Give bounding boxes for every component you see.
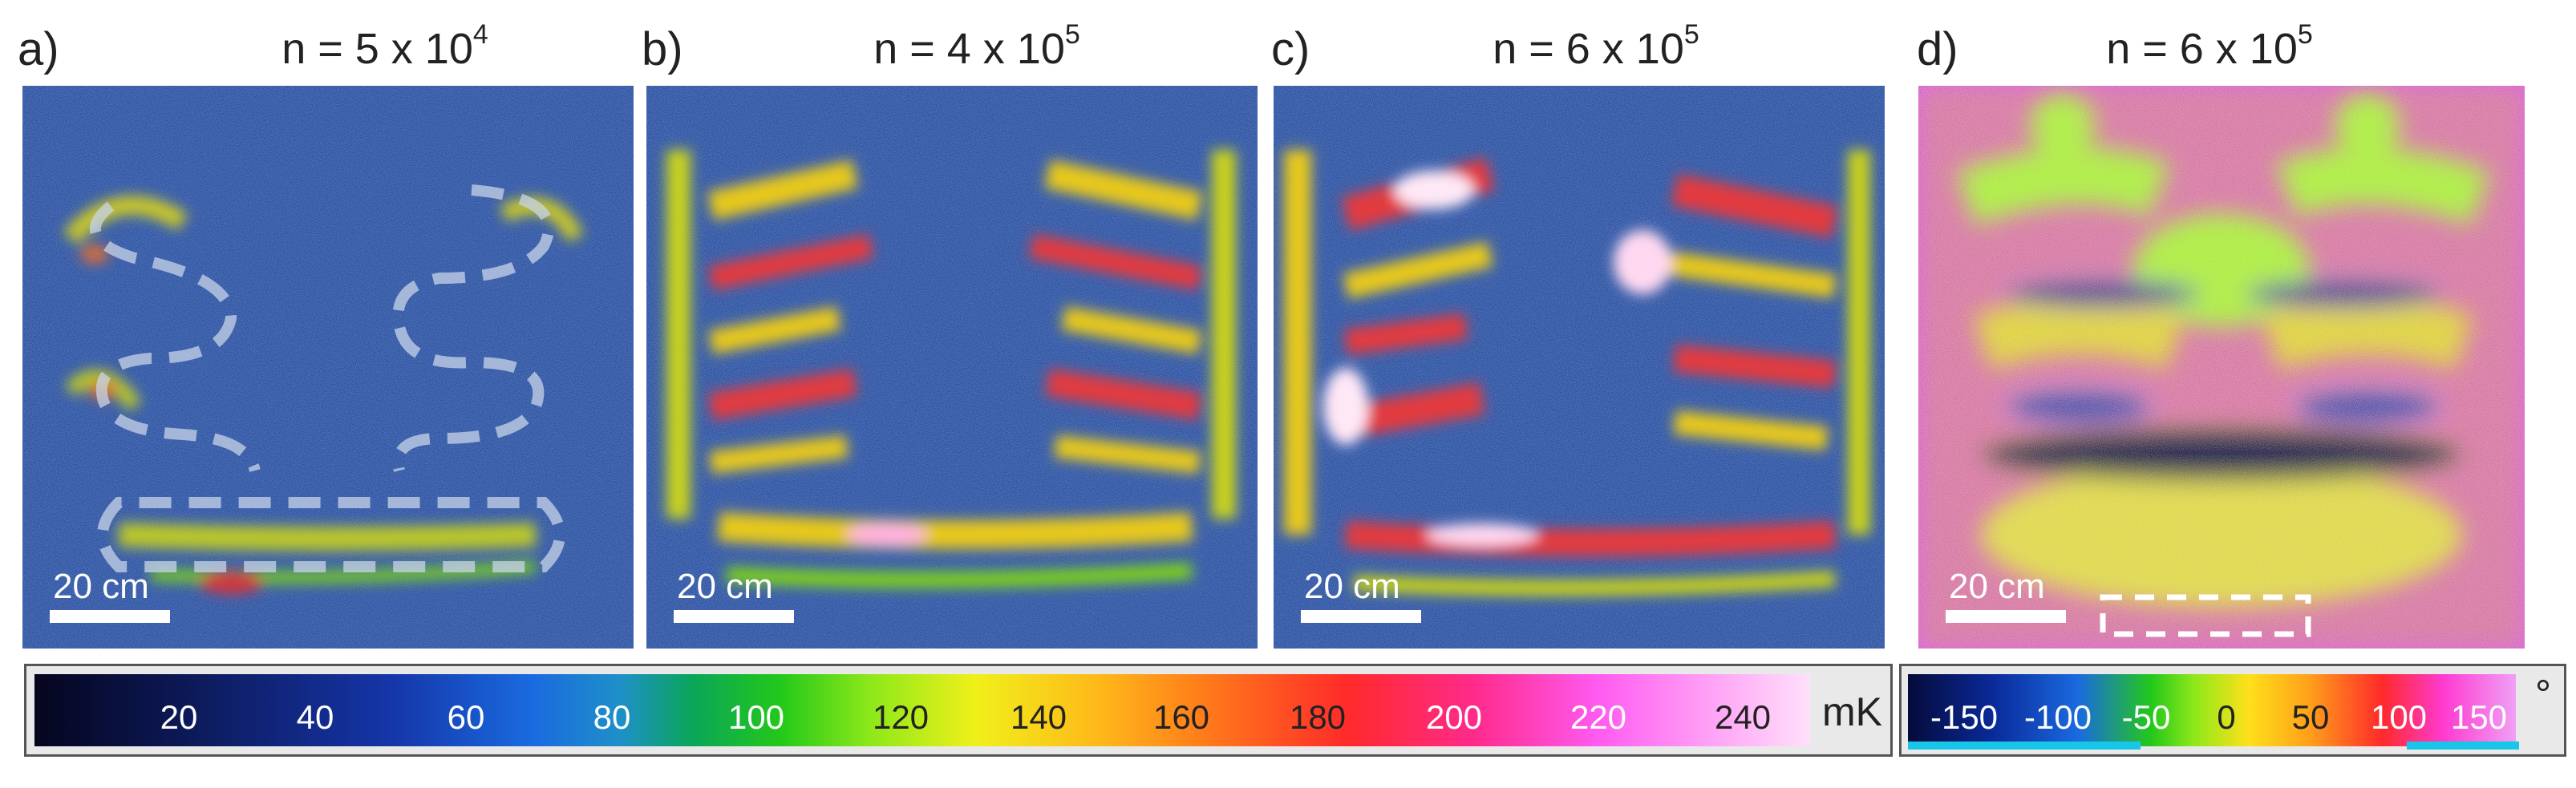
phase-gradient [1908, 674, 2516, 746]
temp-tick-8: 180 [1289, 698, 1347, 736]
phase-colorbar: -150 -100 -50 0 50 100 150 ° [1899, 664, 2566, 757]
temp-tick-10: 220 [1569, 698, 1627, 736]
temp-tick-5: 120 [872, 698, 930, 736]
panel-d-title-exp: 5 [2297, 19, 2313, 50]
panel-c-scale-line [1301, 610, 1421, 623]
panel-b-title-base: n = 4 x 10 [873, 25, 1065, 73]
panel-c-letter: c) [1271, 23, 1310, 75]
temp-tick-1: 40 [296, 698, 334, 736]
panel-d-letter: d) [1917, 23, 1958, 75]
phase-tick-3: 0 [2217, 698, 2236, 736]
panel-b-scale-line [674, 610, 794, 623]
phase-tick-4: 50 [2291, 698, 2330, 736]
phase-tick-0: -150 [1930, 698, 1999, 736]
panel-d-title-base: n = 6 x 10 [2106, 25, 2298, 73]
temp-tick-4: 100 [727, 698, 785, 736]
panel-b-title: n = 4 x 105 [736, 19, 1217, 74]
phase-tick-1: -100 [2023, 698, 2092, 736]
panel-d-scale-label: 20 cm [1949, 567, 2045, 606]
panel-a-scalebar: 20 cm [50, 567, 170, 623]
panel-a-title-base: n = 5 x 10 [281, 25, 473, 73]
temperature-gradient [34, 674, 1810, 746]
temp-tick-7: 160 [1152, 698, 1210, 736]
panel-c-title-base: n = 6 x 10 [1493, 25, 1684, 73]
panel-a-scale-label: 20 cm [53, 567, 149, 606]
panel-b-letter: b) [642, 23, 683, 75]
temp-tick-11: 240 [1714, 698, 1772, 736]
temp-unit: mK [1822, 689, 1882, 734]
panel-a-title: n = 5 x 104 [144, 19, 626, 74]
phase-tick-5: 100 [2370, 698, 2428, 736]
panel-b-scalebar: 20 cm [674, 567, 794, 623]
phase-tick-2: -50 [2121, 698, 2171, 736]
temp-tick-0: 20 [160, 698, 198, 736]
panel-b-scale-label: 20 cm [677, 567, 773, 606]
panel-a-image: 20 cm [22, 86, 634, 649]
panel-b-title-exp: 5 [1064, 19, 1080, 50]
panel-b-image: 20 cm [646, 86, 1258, 649]
panel-a-title-exp: 4 [472, 19, 488, 50]
temp-tick-6: 140 [1010, 698, 1067, 736]
panel-c-scale-label: 20 cm [1304, 567, 1400, 606]
temp-tick-3: 80 [593, 698, 631, 736]
phase-tick-6: 150 [2450, 698, 2508, 736]
temp-tick-9: 200 [1425, 698, 1483, 736]
temperature-colorbar: 20 40 60 80 100 120 140 160 180 200 220 … [24, 664, 1893, 757]
temp-tick-2: 60 [447, 698, 485, 736]
phase-cyan-line-right [2407, 742, 2519, 750]
panel-d-scalebar: 20 cm [1946, 567, 2066, 623]
panel-c-title-exp: 5 [1683, 19, 1699, 50]
panel-a-letter: a) [18, 23, 59, 75]
panel-c-image: 20 cm [1274, 86, 1885, 649]
panel-d-image: 20 cm [1918, 86, 2525, 649]
phase-cyan-line-left [1908, 742, 2141, 750]
panel-a-scale-line [50, 610, 170, 623]
panel-c-title: n = 6 x 105 [1355, 19, 1837, 74]
panel-d-title: n = 6 x 105 [1969, 19, 2450, 74]
phase-unit: ° [2535, 672, 2551, 717]
panel-c-scalebar: 20 cm [1301, 567, 1421, 623]
panel-d-scale-line [1946, 610, 2066, 623]
